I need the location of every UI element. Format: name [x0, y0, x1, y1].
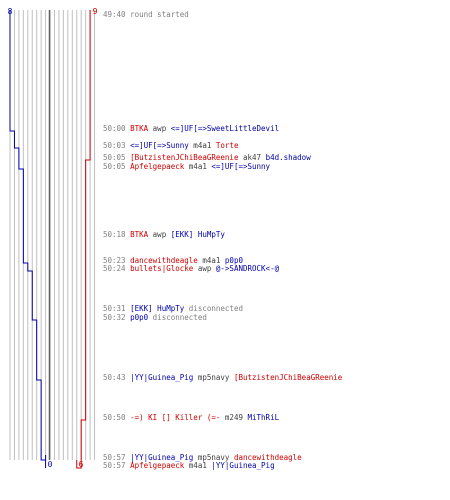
event-text: m4a1 [188, 141, 216, 150]
event-row: 50:24 bullets|Glocke awp @->SANDROCK<-@ [103, 264, 279, 273]
event-row: 50:05 Apfelgepaeck m4a1 <=]UF[=>Sunny [103, 162, 270, 171]
event-text: BTKA [130, 124, 149, 133]
blue-end-score: 0 [48, 460, 53, 469]
event-row: 50:57 Apfelgepaeck m4a1 |YY|Guinea_Pig [103, 461, 275, 470]
event-row: 50:18 BTKA awp [EKK] HuMpTy [103, 230, 225, 239]
event-timestamp: 50:00 [103, 124, 126, 133]
event-text: m4a1 [184, 162, 212, 171]
event-timestamp: 50:31 [103, 304, 126, 313]
event-timestamp: 50:50 [103, 413, 126, 422]
event-text: disconnected [184, 304, 243, 313]
event-timestamp: 50:03 [103, 141, 126, 150]
event-text: |YY|Guinea_Pig [130, 453, 194, 462]
blue-team-alive-line [9, 10, 47, 468]
event-text: MiThRiL [247, 413, 280, 422]
event-text: [ButzistenJChiBeaGReenie [130, 153, 239, 162]
event-text: awp [148, 124, 171, 133]
event-timestamp: 49:40 [103, 10, 126, 19]
event-row: 50:03 <=]UF[=>Sunny m4a1 Torte [103, 141, 238, 150]
event-text: Apfelgepaeck [130, 162, 185, 171]
event-text: b4d.shadow [265, 153, 311, 162]
red-alive-step-line [76, 10, 91, 469]
blue-start-score: 8 [8, 7, 13, 16]
event-text: mp5navy [193, 373, 234, 382]
event-text: Torte [215, 141, 239, 150]
event-text: |YY|Guinea_Pig [130, 373, 194, 382]
event-timestamp: 50:57 [103, 453, 126, 462]
event-text: dancewithdeagle [130, 256, 198, 265]
event-text: m4a1 [197, 256, 225, 265]
event-text: bullets|Glocke [130, 264, 194, 273]
event-text: <=]UF[=>SweetLittleDevil [170, 124, 280, 133]
event-text: [ButzistenJChiBeaGReenie [233, 373, 343, 382]
blue-alive-step-line [9, 10, 47, 468]
event-timestamp: 50:23 [103, 256, 126, 265]
event-text: disconnected [148, 313, 207, 322]
event-text: p0p0 [130, 313, 149, 322]
event-text: round started [125, 10, 189, 19]
event-row: 50:32 p0p0 disconnected [103, 313, 207, 322]
event-timestamp: 50:05 [103, 153, 126, 162]
event-text: [EKK] HuMpTy [130, 304, 185, 313]
red-end-score: 6 [79, 460, 84, 469]
red-start-score: 9 [93, 7, 98, 16]
event-text: p0p0 [224, 256, 243, 265]
event-text: dancewithdeagle [233, 453, 302, 462]
event-timestamp: 50:43 [103, 373, 126, 382]
event-row: 50:00 BTKA awp <=]UF[=>SweetLittleDevil [103, 124, 279, 133]
chart-grid [9, 10, 96, 460]
event-text: |YY|Guinea_Pig [211, 461, 275, 470]
event-text: m4a1 [184, 461, 212, 470]
event-row: 50:23 dancewithdeagle m4a1 p0p0 [103, 256, 243, 265]
event-timestamp: 50:18 [103, 230, 126, 239]
event-row: 50:05 [ButzistenJChiBeaGReenie ak47 b4d.… [103, 153, 311, 162]
event-text: @->SANDROCK<-@ [215, 264, 280, 273]
event-row: 50:43 |YY|Guinea_Pig mp5navy [ButzistenJ… [103, 373, 342, 382]
event-row: 50:50 -=) KI [] Killer (=- m249 MiThRiL [103, 413, 279, 422]
event-timestamp: 50:24 [103, 264, 126, 273]
score-labels: 8 9 0 6 [8, 7, 98, 469]
event-text: m249 [220, 413, 248, 422]
event-text: <=]UF[=>Sunny [211, 162, 271, 171]
event-text: awp [148, 230, 171, 239]
event-row: 50:57 |YY|Guinea_Pig mp5navy dancewithde… [103, 453, 302, 462]
event-timestamp: 50:32 [103, 313, 126, 322]
event-text: awp [193, 264, 216, 273]
event-text: mp5navy [193, 453, 234, 462]
event-row: 50:31 [EKK] HuMpTy disconnected [103, 304, 243, 313]
event-text: -=) KI [] Killer (=- [130, 413, 221, 422]
event-timestamp: 50:57 [103, 461, 126, 470]
event-text: [EKK] HuMpTy [170, 230, 225, 239]
event-text: ak47 [238, 153, 266, 162]
event-row: 49:40 round started [103, 10, 189, 19]
event-text: Apfelgepaeck [130, 461, 185, 470]
event-timestamp: 50:05 [103, 162, 126, 171]
red-team-alive-line [76, 10, 91, 469]
event-text: <=]UF[=>Sunny [130, 141, 189, 150]
event-text: BTKA [130, 230, 149, 239]
